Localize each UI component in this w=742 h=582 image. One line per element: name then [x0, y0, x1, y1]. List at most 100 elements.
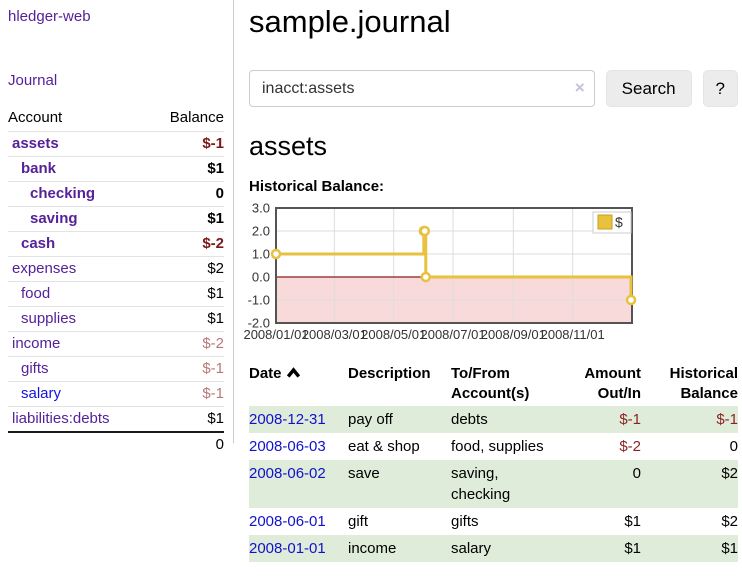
svg-text:-1.0: -1.0 — [248, 293, 270, 308]
account-balance: $-1 — [148, 131, 224, 157]
account-row: liabilities:debts $1 — [8, 406, 224, 432]
account-row: gifts $-1 — [8, 356, 224, 382]
account-balance: $1 — [148, 406, 224, 432]
register-row: 2008-06-01 gift gifts $1 $2 — [249, 508, 738, 535]
register-col-amount: Amount Out/In — [584, 365, 641, 402]
search-input[interactable] — [249, 70, 595, 107]
transaction-description: save — [348, 465, 380, 482]
svg-text:0.0: 0.0 — [252, 270, 270, 285]
transaction-balance: $2 — [721, 465, 738, 482]
account-row: income $-2 — [8, 331, 224, 357]
account-row: bank $1 — [8, 156, 224, 182]
account-link-bank[interactable]: bank — [21, 160, 57, 177]
transaction-amount: $-1 — [619, 411, 641, 428]
transaction-description: income — [348, 540, 397, 557]
svg-text:1.0: 1.0 — [252, 247, 270, 262]
transaction-amount: $-2 — [619, 438, 641, 455]
register-row: 2008-06-02 save saving, checking 0 $2 — [249, 460, 738, 508]
main-content: sample.journal × Search ? assets Histori… — [243, 0, 738, 562]
account-balance: $-1 — [148, 356, 224, 382]
svg-text:2008/01/01: 2008/01/01 — [243, 327, 308, 342]
account-row: assets $-1 — [8, 131, 224, 157]
page-title: sample.journal — [249, 4, 451, 39]
help-button[interactable]: ? — [702, 70, 738, 107]
svg-text:2008/11/01: 2008/11/01 — [541, 327, 605, 342]
transaction-accounts: salary — [451, 540, 492, 557]
transaction-date-link[interactable]: 2008-06-01 — [249, 513, 326, 530]
chart-title: Historical Balance: — [249, 178, 385, 195]
register-col-historical: Historical Balance — [669, 365, 738, 402]
transaction-accounts: saving, checking — [451, 465, 511, 503]
register-row: 2008-06-03 eat & shop food, supplies $-2 0 — [249, 433, 738, 460]
account-link-assets[interactable]: assets — [12, 135, 59, 152]
transaction-accounts: debts — [451, 411, 488, 428]
account-row: cash $-2 — [8, 231, 224, 257]
transaction-date-link[interactable]: 2008-06-03 — [249, 438, 326, 455]
transaction-amount: 0 — [632, 465, 641, 482]
search-row: × Search ? — [249, 70, 738, 107]
account-balance: $-1 — [148, 381, 224, 407]
transaction-date-link[interactable]: 2008-01-01 — [249, 540, 326, 557]
register-table: Date Description To/From Account(s) Amount Ou… — [249, 362, 738, 562]
transaction-description: gift — [348, 513, 369, 530]
transaction-balance: $-1 — [716, 411, 738, 428]
svg-text:3.0: 3.0 — [252, 201, 270, 216]
svg-text:-2.0: -2.0 — [248, 316, 270, 331]
register-col-tofrom: To/From Account(s) — [451, 365, 530, 402]
register-row: 2008-01-01 income salary $1 $1 — [249, 535, 738, 562]
account-balance: $1 — [148, 156, 224, 182]
account-balance: $-2 — [148, 331, 224, 357]
accounts-col-balance: Balance — [169, 109, 224, 126]
transaction-date-link[interactable]: 2008-06-02 — [249, 465, 326, 482]
brand-link[interactable]: hledger-web — [8, 8, 91, 25]
svg-text:$: $ — [615, 214, 623, 230]
search-button[interactable]: Search — [605, 70, 692, 107]
account-link-supplies[interactable]: supplies — [21, 310, 77, 327]
svg-text:2008/05/01: 2008/05/01 — [361, 327, 426, 342]
transaction-date-link[interactable]: 2008-12-31 — [249, 411, 326, 428]
transaction-balance: $2 — [721, 513, 738, 530]
historical-balance-chart: 3.0 2.0 1.0 0.0 -1.0 -2.02008/01/012008/03/01… — [243, 201, 637, 342]
account-row: food $1 — [8, 281, 224, 307]
chart-legend: $ — [592, 211, 632, 234]
account-balance: 0 — [148, 181, 224, 207]
account-link-gifts[interactable]: gifts — [21, 360, 49, 377]
account-link-liabilities-debts[interactable]: liabilities:debts — [12, 410, 110, 427]
account-balance: $2 — [148, 256, 224, 282]
sort-ascending-icon — [286, 364, 301, 384]
account-link-checking[interactable]: checking — [30, 185, 96, 202]
account-row: checking 0 — [8, 181, 224, 207]
account-heading: assets — [249, 131, 328, 161]
svg-text:2008/07/01: 2008/07/01 — [420, 327, 485, 342]
accounts-total: 0 — [148, 431, 224, 457]
account-link-income[interactable]: income — [12, 335, 61, 352]
transaction-accounts: food, supplies — [451, 438, 544, 455]
transaction-amount: $1 — [624, 513, 641, 530]
transaction-accounts: gifts — [451, 513, 479, 530]
account-link-food[interactable]: food — [21, 285, 51, 302]
clear-search-icon[interactable]: × — [574, 78, 585, 97]
register-col-description: Description — [348, 365, 431, 382]
register-col-date[interactable]: Date — [249, 362, 348, 406]
register-row: 2008-12-31 pay off debts $-1 $-1 — [249, 406, 738, 433]
accounts-total-row: 0 — [8, 431, 224, 457]
transaction-description: eat & shop — [348, 438, 420, 455]
svg-text:2008/03/01: 2008/03/01 — [302, 327, 367, 342]
account-link-saving[interactable]: saving — [30, 210, 78, 227]
account-link-expenses[interactable]: expenses — [12, 260, 77, 277]
transaction-description: pay off — [348, 411, 393, 428]
account-row: salary $-1 — [8, 381, 224, 407]
account-link-cash[interactable]: cash — [21, 235, 56, 252]
account-balance: $1 — [148, 206, 224, 232]
accounts-table: Account Balance assets $-1 bank $1 checking 0… — [8, 107, 224, 457]
svg-text:2.0: 2.0 — [252, 224, 270, 239]
transaction-amount: $1 — [624, 540, 641, 557]
account-balance: $1 — [148, 306, 224, 332]
account-link-salary[interactable]: salary — [21, 385, 62, 402]
account-balance: $1 — [148, 281, 224, 307]
account-row: supplies $1 — [8, 306, 224, 332]
svg-text:2008/09/01: 2008/09/01 — [481, 327, 546, 342]
nav-journal-link[interactable]: Journal — [8, 72, 58, 89]
account-row: expenses $2 — [8, 256, 224, 282]
account-balance: $-2 — [148, 231, 224, 257]
